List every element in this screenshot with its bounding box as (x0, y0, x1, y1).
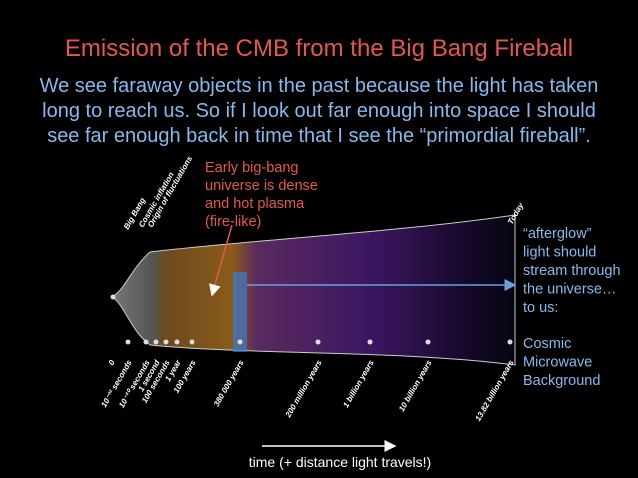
cmb-line: Background (523, 373, 600, 389)
title: Emission of the CMB from the Big Bang Fi… (65, 35, 573, 62)
time-label: 10 billion years (397, 358, 434, 413)
timeline-dot (425, 339, 431, 345)
annotation-line: (fire-like) (205, 214, 261, 230)
time-label: 200 million years (283, 358, 324, 420)
universe-diagram (111, 214, 516, 366)
afterglow-line: “afterglow” (523, 226, 592, 242)
cmb-surface (233, 272, 247, 352)
timeline-dot (237, 339, 243, 345)
annotation-line: Early big-bang (205, 160, 299, 176)
top-label: Origin of fluctuations (146, 154, 195, 229)
timeline-dot (367, 339, 373, 345)
top-label: Today (506, 201, 526, 226)
intro-line: We see faraway objects in the past becau… (40, 75, 599, 97)
afterglow-line: the universe… (523, 282, 617, 298)
footer: time (+ distance light travels!) (249, 454, 431, 470)
timeline-dot (110, 294, 116, 300)
cmb-line: Cosmic (523, 336, 571, 352)
timeline-dot (507, 339, 513, 345)
intro-line: see far enough back in time that I see t… (47, 125, 591, 147)
afterglow-line: light should (523, 245, 596, 261)
timeline-dot (315, 339, 321, 345)
timeline-dot (153, 339, 159, 345)
time-label: 13.82 billion years (473, 358, 516, 423)
timeline-dot (125, 339, 131, 345)
timeline-dot (189, 339, 195, 345)
cmb-line: Microwave (523, 355, 592, 371)
timeline-dot (174, 339, 180, 345)
timeline-dot (143, 339, 149, 345)
annotation-line: universe is dense (205, 178, 318, 194)
afterglow-line: stream through (523, 263, 621, 279)
afterglow-line: to us: (523, 300, 558, 316)
time-label: 380 000 years (212, 358, 246, 408)
intro-line: long to reach us. So if I look out far e… (42, 100, 596, 122)
time-label: 1 billion years (341, 358, 376, 409)
annotation-arrow (209, 224, 233, 297)
annotation-line: and hot plasma (205, 196, 305, 212)
timeline-dot (163, 339, 169, 345)
time-label: 0 (107, 358, 117, 367)
